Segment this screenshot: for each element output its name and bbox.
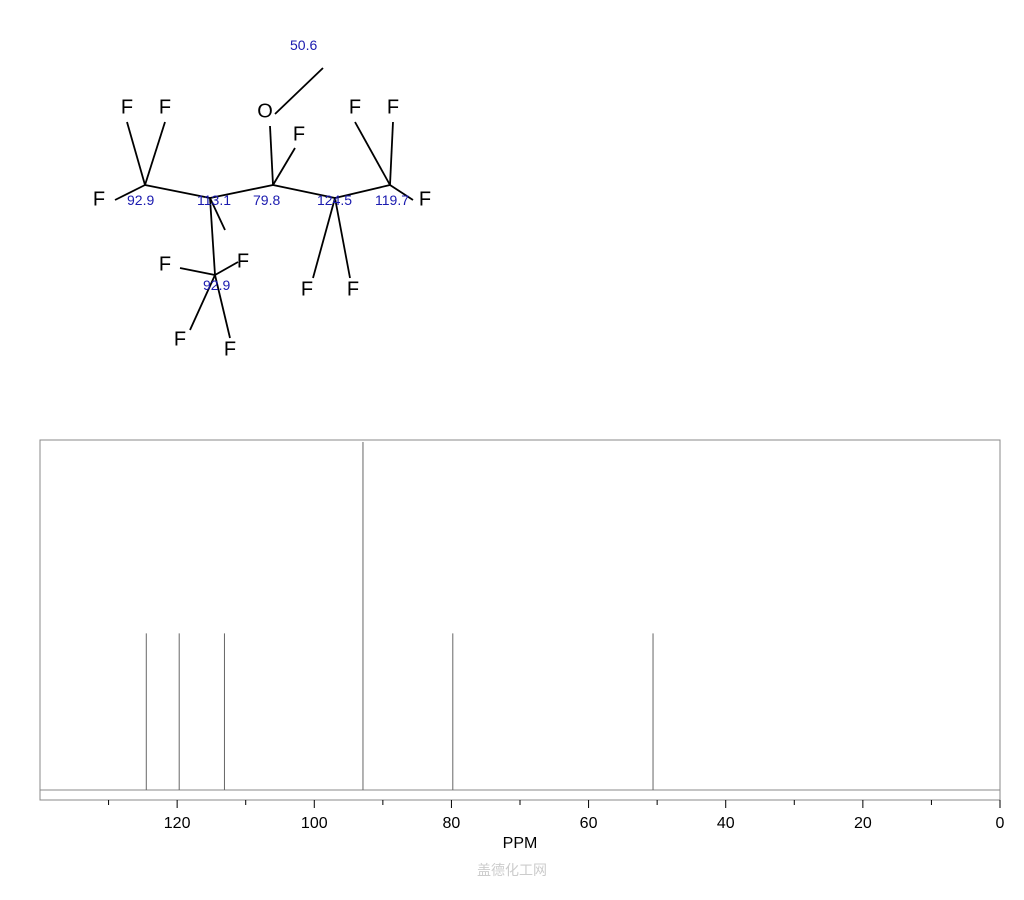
xtick-label: 40: [717, 815, 735, 832]
shift-label-s2: 92.9: [127, 192, 154, 208]
shift-label-s4: 79.8: [253, 192, 280, 208]
atom-label-F5b: F: [387, 96, 399, 118]
atom-label-F4b: F: [347, 278, 359, 300]
atom-label-F1c: F: [93, 188, 105, 210]
watermark-text: 盖德化工网: [477, 860, 547, 880]
xtick-label: 0: [996, 815, 1005, 832]
atom-label-F3: F: [293, 123, 305, 145]
shift-label-s5: 124.5: [317, 192, 352, 208]
atom-label-F1a: F: [121, 96, 133, 118]
shift-label-s1: 50.6: [290, 37, 317, 53]
shift-label-s3: 113.1: [197, 192, 231, 208]
x-axis-label: PPM: [503, 835, 538, 852]
atom-label-F5a: F: [349, 96, 361, 118]
atom-label-F5c: F: [419, 188, 431, 210]
shift-label-s7: 92.9: [203, 277, 230, 293]
xtick-label: 100: [301, 815, 328, 832]
atom-label-F6c: F: [174, 328, 186, 350]
xtick-label: 120: [164, 815, 191, 832]
xtick-label: 20: [854, 815, 872, 832]
nmr-spectrum-chart: 120 100 80 60 40 20 0 PPM: [30, 430, 1010, 860]
atom-label-F1b: F: [159, 96, 171, 118]
xtick-label: 60: [580, 815, 598, 832]
atom-label-F6a: F: [159, 253, 171, 275]
xtick-label: 80: [443, 815, 461, 832]
atom-label-F6d: F: [224, 338, 236, 360]
atom-label-F4a: F: [301, 278, 313, 300]
atom-label-O: O: [257, 100, 273, 122]
molecule-structure: FFFOFFFFFFFFFF50.692.9113.179.8124.5119.…: [40, 30, 490, 390]
shift-label-s6: 119.7: [375, 192, 409, 208]
atom-label-F6b: F: [237, 250, 249, 272]
